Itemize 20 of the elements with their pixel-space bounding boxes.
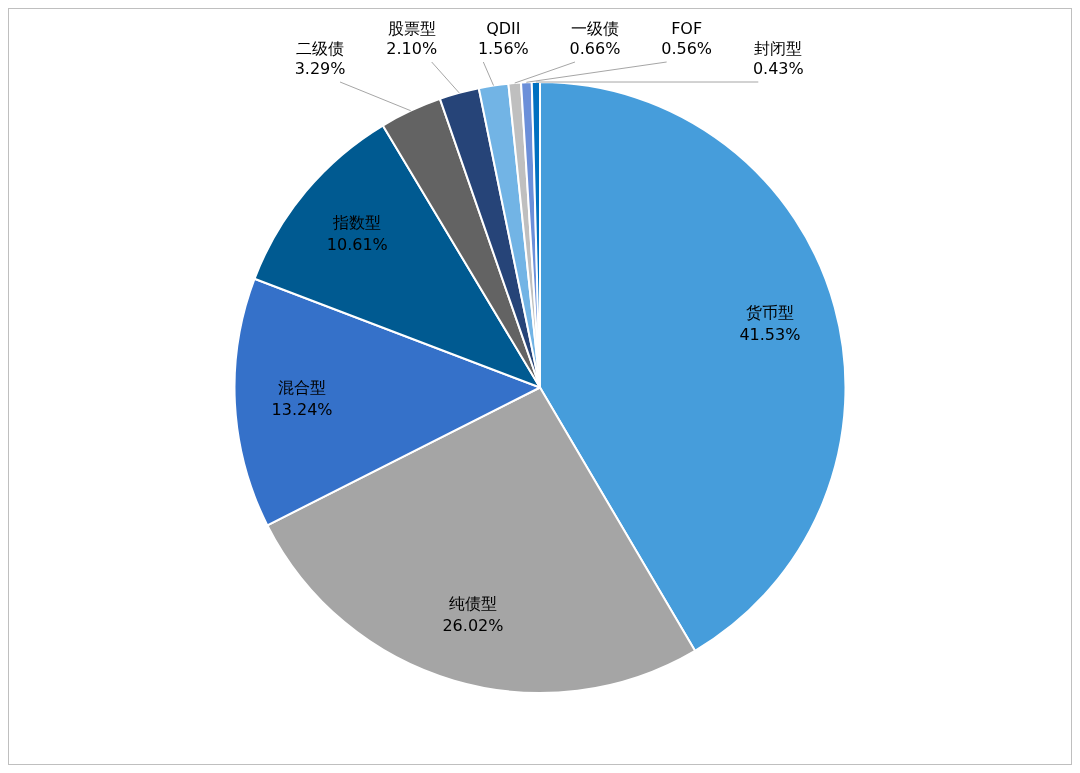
data-label: 0.56% xyxy=(661,39,713,59)
slice-label: 股票型 xyxy=(387,19,436,39)
data-label: 13.24% xyxy=(271,400,333,420)
slice-label: 混合型 xyxy=(278,378,327,398)
slice-label: 一级债 xyxy=(570,19,619,39)
data-label: 26.02% xyxy=(442,616,504,636)
slice-label: 货币型 xyxy=(745,302,794,322)
data-label: 0.43% xyxy=(752,59,804,79)
slice-label: 二级债 xyxy=(296,39,345,59)
slice-label: 指数型 xyxy=(332,212,382,232)
data-label: 3.29% xyxy=(294,59,346,79)
data-label: 41.53% xyxy=(739,324,801,344)
data-label: 2.10% xyxy=(386,39,438,59)
slice-label: FOF xyxy=(671,19,703,39)
data-label: 10.61% xyxy=(326,234,388,254)
slice-label: 封闭型 xyxy=(754,39,803,59)
data-label: 1.56% xyxy=(477,39,529,59)
slice-label: 纯债型 xyxy=(448,594,497,614)
slice-label: QDII xyxy=(486,19,521,39)
data-label: 0.66% xyxy=(569,39,621,59)
